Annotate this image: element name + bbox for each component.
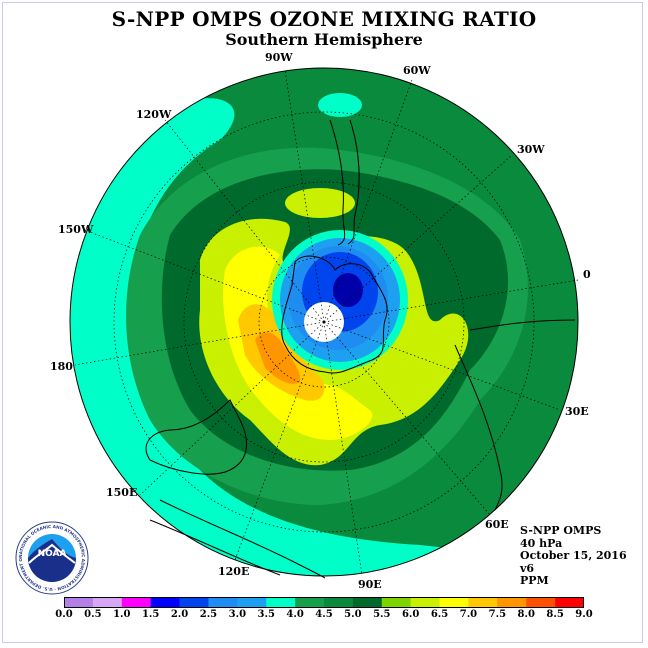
colorbar-tick-label: 0.0: [55, 609, 73, 620]
colorbar-tick-label: 7.0: [459, 609, 478, 620]
colorbar-swatch: [497, 597, 527, 608]
info-version: v6: [520, 561, 535, 575]
south-pole: [322, 320, 326, 324]
info-units: PPM: [520, 574, 549, 587]
colorbar-swatch: [468, 597, 498, 608]
contour-3.5: [70, 98, 560, 576]
lon-label-150w: 150W: [58, 223, 94, 236]
colorbar-swatch: [439, 597, 469, 608]
colorbar-tick-label: 9.0: [575, 609, 593, 620]
lon-label-30e: 30E: [565, 405, 589, 418]
map-title: S-NPP OMPS OZONE MIXING RATIO: [111, 7, 537, 31]
colorbar-tick-label: 4.5: [315, 609, 333, 620]
colorbar-swatch: [555, 597, 584, 608]
cyan-patch: [318, 93, 362, 117]
colorbar-tick-label: 6.0: [401, 609, 420, 620]
colorbar-tick-label: 7.5: [488, 609, 507, 620]
africa-coast: [454, 319, 576, 511]
colorbar-swatch: [526, 597, 556, 608]
colorbar-swatch: [381, 597, 411, 608]
logo-text: NOAA: [38, 549, 67, 559]
colorbar-tick-label: 4.0: [286, 609, 304, 620]
colorbar-tick-label: 3.0: [228, 609, 247, 620]
map-subtitle: Southern Hemisphere: [225, 30, 423, 49]
info-instrument: S-NPP OMPS: [520, 524, 602, 537]
lon-label-120w: 120W: [136, 108, 172, 121]
colorbar-swatch: [64, 597, 94, 608]
info-block: S-NPP OMPS 40 hPa October 15, 2016 v6 PP…: [520, 524, 627, 588]
colorbar-tick-label: 5.0: [344, 609, 362, 620]
australia-coast: [145, 399, 248, 475]
colorbar-swatch: [352, 597, 383, 608]
colorbar-border: [64, 597, 584, 608]
colorbar-tick-label: 6.5: [430, 609, 449, 620]
colorbar-tick-label: 3.5: [257, 609, 275, 620]
contour-6.0: [223, 246, 373, 440]
colorbar-swatch: [92, 597, 123, 608]
figure-frame: [2, 2, 643, 643]
colorbar-tick-label: 1.0: [113, 609, 131, 620]
colorbar-tick-label: 2.0: [170, 609, 189, 620]
lon-label-180: 180: [50, 360, 73, 373]
noaa-logo: NATIONAL OCEANIC AND ATMOSPHERIC ADMINIS…: [15, 521, 89, 595]
colorbar-tick-label: 0.5: [84, 609, 102, 620]
colorbar-swatch: [150, 597, 180, 608]
colorbar-swatch: [295, 597, 325, 608]
colorbar-tick-label: 8.5: [546, 609, 564, 620]
lon-label-90e: 90E: [358, 578, 382, 591]
info-level: 40 hPa: [520, 536, 563, 550]
colorbar-tick-label: 5.5: [373, 609, 391, 620]
colorbar-tick-label: 1.5: [141, 609, 160, 620]
lon-label-0: 0: [583, 268, 591, 281]
graticule: [74, 69, 579, 576]
colorbar-swatch: [237, 597, 267, 608]
colorbar-swatch: [208, 597, 238, 608]
map-border: [69, 67, 579, 577]
colorbar-swatch: [266, 597, 296, 608]
yellowgreen-blob: [285, 188, 355, 218]
lon-label-60w: 60W: [403, 64, 431, 77]
contour-7.0: [255, 332, 301, 384]
contour-1.0: [333, 273, 363, 307]
colorbar-swatch: [410, 597, 440, 608]
colorbar-tick-label: 2.5: [199, 609, 218, 620]
lon-label-90w: 90W: [265, 51, 293, 64]
colorbar-swatch: [121, 597, 151, 608]
colorbar: [64, 597, 584, 608]
lon-label-60e: 60E: [485, 518, 509, 531]
colorbar-swatch: [179, 597, 209, 608]
ozone-field: [70, 68, 578, 576]
south-america-coast: [329, 119, 360, 246]
colorbar-swatch: [324, 597, 354, 608]
lon-label-30w: 30W: [517, 143, 545, 156]
lon-label-150e: 150E: [106, 486, 137, 499]
info-date: October 15, 2016: [520, 549, 627, 562]
lon-label-120e: 120E: [218, 565, 249, 578]
colorbar-tick-label: 8.0: [517, 609, 535, 620]
